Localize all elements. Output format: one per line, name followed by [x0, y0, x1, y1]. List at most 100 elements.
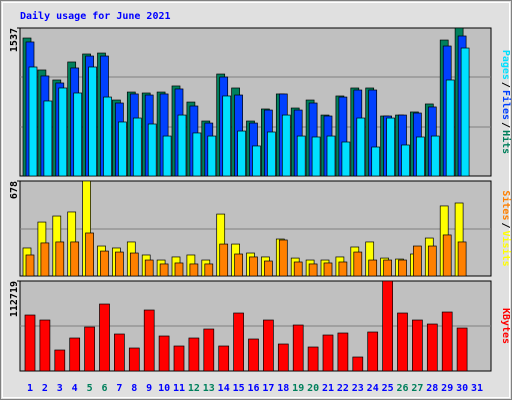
bar — [352, 356, 364, 372]
legend-entry: Pages — [500, 50, 511, 80]
bar — [73, 92, 83, 177]
bar — [103, 96, 112, 177]
bar — [427, 245, 437, 277]
bar — [28, 66, 38, 177]
x-tick-label: 9 — [146, 383, 152, 394]
bar — [204, 263, 214, 277]
x-tick-label: 23 — [352, 383, 364, 394]
bar — [58, 87, 68, 177]
bar — [55, 241, 65, 277]
x-tick-label: 15 — [233, 383, 245, 394]
x-tick-label: 17 — [262, 383, 274, 394]
legend-entry: Visits — [500, 231, 512, 267]
bar — [207, 135, 217, 177]
bar — [326, 135, 336, 177]
bar — [416, 136, 425, 177]
bar — [445, 79, 455, 177]
chart-title: Daily usage for June 2021 — [20, 10, 171, 22]
x-tick-label: 27 — [411, 383, 423, 394]
bar — [158, 335, 170, 372]
bar — [442, 234, 452, 277]
x-tick-label: 18 — [277, 383, 289, 394]
bar — [192, 132, 202, 177]
x-tick-label: 11 — [173, 383, 185, 394]
y-tick-label: 678 — [9, 181, 20, 199]
bar — [143, 309, 155, 372]
bar — [281, 114, 291, 177]
bar — [308, 263, 318, 277]
bar — [39, 319, 51, 372]
bar — [203, 328, 215, 372]
bar — [218, 345, 230, 372]
bar — [263, 319, 274, 372]
bar — [341, 141, 351, 177]
bar — [293, 261, 303, 277]
bar — [84, 326, 95, 372]
x-tick-label: 8 — [131, 383, 137, 394]
x-tick-label: 26 — [396, 383, 408, 394]
x-tick-label: 6 — [101, 383, 107, 394]
legend: Pages / Files / Hits — [500, 50, 512, 154]
x-tick-label: 29 — [441, 383, 453, 394]
bar — [441, 311, 453, 372]
y-tick-label: 112719 — [9, 281, 20, 317]
bar — [382, 280, 393, 372]
x-tick-label: 1 — [27, 383, 33, 394]
bar — [277, 343, 289, 372]
bar — [322, 334, 334, 372]
bar — [311, 136, 321, 177]
x-tick-label: 24 — [367, 383, 379, 394]
bar — [412, 319, 423, 372]
bar — [397, 312, 408, 372]
bar — [383, 259, 392, 277]
bar — [248, 338, 259, 372]
bar — [368, 259, 378, 277]
legend-entry: Hits — [500, 130, 512, 154]
x-tick-label: 25 — [382, 383, 394, 394]
bar — [278, 239, 288, 277]
x-tick-label: 4 — [72, 383, 78, 394]
bar — [188, 337, 200, 372]
bar — [129, 252, 139, 277]
bar — [70, 241, 80, 277]
bar — [88, 66, 97, 177]
bar — [100, 250, 109, 277]
bar — [222, 95, 232, 177]
bar — [426, 323, 438, 372]
bar — [174, 262, 184, 277]
legend-entry: KBytes — [500, 308, 511, 344]
x-tick-label: 5 — [87, 383, 93, 394]
bar — [144, 259, 154, 277]
legend: Sites / Visits — [500, 190, 512, 266]
x-tick-label: 16 — [247, 383, 259, 394]
bar — [237, 130, 246, 177]
x-tick-label: 31 — [471, 383, 483, 394]
bar — [115, 251, 124, 277]
bar — [249, 256, 258, 277]
bar — [457, 241, 467, 277]
bar — [338, 261, 348, 277]
bar — [219, 243, 229, 277]
bar — [159, 263, 169, 277]
bar — [233, 312, 244, 372]
legend-separator: / — [500, 222, 511, 228]
bar — [147, 123, 157, 177]
bar — [99, 303, 110, 372]
bar — [85, 232, 94, 277]
x-tick-label: 30 — [456, 383, 468, 394]
y-tick-label: 1537 — [9, 28, 20, 52]
bar — [173, 345, 185, 372]
bar — [292, 324, 304, 372]
x-tick-label: 20 — [307, 383, 319, 394]
bar — [189, 263, 199, 277]
x-tick-label: 12 — [188, 383, 200, 394]
x-tick-label: 28 — [426, 383, 438, 394]
bar — [356, 117, 366, 177]
x-tick-label: 22 — [337, 383, 349, 394]
bar — [264, 260, 273, 277]
bar — [234, 253, 243, 277]
legend-entry: Sites — [500, 190, 512, 220]
x-tick-label: 10 — [158, 383, 170, 394]
